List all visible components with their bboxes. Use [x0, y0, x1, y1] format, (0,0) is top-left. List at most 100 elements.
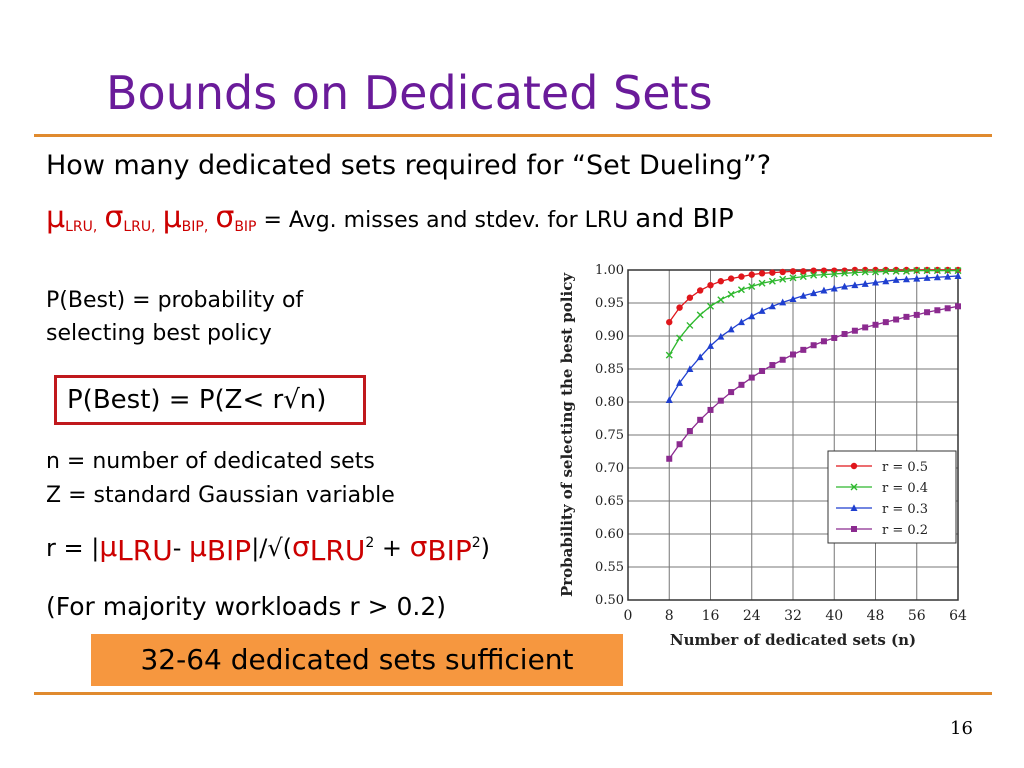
x-tick-label: 16 [702, 608, 720, 624]
data-point [676, 441, 683, 448]
data-point [768, 277, 776, 285]
data-point [810, 289, 818, 297]
sub-lru: LRU [117, 534, 173, 567]
data-point [851, 269, 859, 277]
y-tick-label: 0.60 [595, 527, 624, 542]
minus-sign: - [172, 534, 190, 562]
data-point [748, 312, 756, 320]
data-point [789, 274, 797, 282]
majority-note: (For majority workloads r > 0.2) [46, 592, 446, 621]
data-point [768, 302, 776, 310]
data-point [851, 281, 859, 289]
data-point [913, 311, 920, 318]
pbest-formula-box: P(Best) = P(Z< r√n) [54, 375, 366, 425]
data-point [748, 374, 755, 381]
pbest-definition-line-1: P(Best) = probability of [46, 288, 304, 313]
sub-lru: LRU [309, 534, 366, 567]
data-point [696, 287, 704, 294]
x-tick-label: 56 [908, 608, 926, 624]
data-point [758, 270, 766, 277]
data-point [758, 307, 766, 314]
data-point [944, 305, 951, 312]
data-point [851, 526, 857, 532]
series-r-0-3 [665, 272, 962, 404]
data-point [696, 311, 704, 319]
data-point [913, 267, 921, 275]
data-point [686, 428, 693, 435]
x-axis-label: Number of dedicated sets (n) [670, 631, 916, 649]
pbest-definition: P(Best) = probability of selecting best … [46, 284, 406, 350]
pbest-definition-line-2: selecting best policy [46, 321, 272, 346]
data-point [737, 286, 745, 294]
data-point [944, 272, 952, 280]
data-point [727, 325, 735, 333]
r-prefix: r = | [46, 534, 100, 562]
sigma-symbol: σ [409, 530, 428, 563]
data-point [831, 334, 838, 341]
data-point [902, 275, 910, 283]
data-point [850, 504, 858, 511]
plus-sign: + [374, 534, 410, 562]
sigma-symbol: σ [215, 200, 235, 235]
data-point [902, 267, 910, 275]
x-tick-label: 32 [784, 608, 802, 624]
data-point [779, 298, 787, 306]
data-point [820, 338, 827, 345]
and-bip-text: and BIP [635, 204, 734, 234]
square-exponent: 2 [471, 535, 481, 551]
data-point [799, 291, 807, 299]
data-point [841, 282, 849, 290]
page-number: 16 [950, 718, 973, 739]
legend-label: r = 0.5 [882, 460, 928, 475]
data-point [707, 302, 714, 310]
probability-chart: 0 8 16 24 32 40 48 56 64 0.50 0.55 0.60 0.65 0.70 0.75… [558, 263, 967, 649]
data-point [872, 321, 879, 328]
y-tick-label: 0.75 [595, 428, 624, 443]
y-tick-label: 0.90 [595, 329, 624, 344]
data-point [933, 273, 941, 281]
data-point [738, 273, 745, 280]
data-point [882, 319, 889, 326]
avg-text: = Avg. misses and stdev. for LRU [256, 208, 636, 233]
data-point [696, 353, 704, 361]
data-point [769, 362, 776, 369]
x-tick-label: 8 [665, 608, 674, 624]
data-point [893, 316, 900, 323]
data-point [666, 455, 673, 462]
x-tick-label: 0 [624, 608, 633, 624]
y-tick-label: 0.95 [595, 296, 624, 311]
notation-line: μLRU, σLRU, μBIP, σBIP = Avg. misses and… [46, 200, 734, 235]
data-point [882, 267, 890, 275]
data-point [665, 351, 673, 359]
data-point [799, 273, 807, 281]
data-point [737, 318, 745, 326]
data-point [830, 284, 838, 292]
top-divider [34, 134, 992, 137]
data-point [861, 280, 869, 287]
n-definition: n = number of dedicated sets [46, 449, 375, 474]
z-definition: Z = standard Gaussian variable [46, 483, 395, 508]
data-point [841, 269, 849, 277]
data-point [851, 327, 858, 334]
data-point [717, 397, 724, 404]
data-point [666, 318, 673, 326]
data-point [841, 331, 848, 338]
mu-symbol: μ [189, 530, 207, 563]
sub-bip: BIP [234, 219, 257, 235]
data-point [924, 309, 931, 316]
data-point [933, 267, 941, 275]
data-point [717, 278, 725, 285]
data-point [769, 269, 776, 276]
data-point [727, 290, 735, 298]
data-point [810, 271, 818, 279]
data-point [779, 268, 786, 276]
data-point [800, 346, 807, 353]
y-tick-label: 0.55 [595, 560, 624, 575]
sub-bip: BIP [206, 534, 252, 567]
question-text: How many dedicated sets required for “Se… [46, 150, 772, 181]
bottom-divider [34, 692, 992, 695]
data-point [789, 268, 797, 275]
data-point [913, 274, 921, 282]
data-point [697, 416, 704, 423]
data-point [955, 303, 961, 310]
